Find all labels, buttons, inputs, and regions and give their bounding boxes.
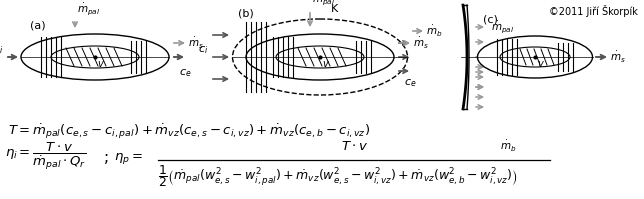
Text: $c_i$: $c_i$ <box>198 44 208 56</box>
Text: $c_e$: $c_e$ <box>404 77 417 89</box>
Text: $\dfrac{1}{2}\left(\dot{m}_{pal}(w_{e,s}^2-w_{i,pal}^2)+\dot{m}_{vz}(w_{e,s}^2-w: $\dfrac{1}{2}\left(\dot{m}_{pal}(w_{e,s}… <box>158 163 518 189</box>
Text: $\dot{m}_{pal}$: $\dot{m}_{pal}$ <box>77 1 100 17</box>
Text: $\dot{m}_s$: $\dot{m}_s$ <box>188 35 204 51</box>
Ellipse shape <box>21 34 169 80</box>
Text: (c): (c) <box>483 15 498 25</box>
Ellipse shape <box>276 46 364 68</box>
Ellipse shape <box>51 46 139 68</box>
Ellipse shape <box>477 36 592 78</box>
Text: $\dot{m}_{pal}$: $\dot{m}_{pal}$ <box>312 0 336 7</box>
Text: $\eta_i=\dfrac{T\cdot v}{\dot{m}_{pal}\cdot Q_r}$: $\eta_i=\dfrac{T\cdot v}{\dot{m}_{pal}\c… <box>5 140 86 172</box>
Text: v: v <box>537 59 543 69</box>
Text: $\dot{m}_{pal}$: $\dot{m}_{pal}$ <box>491 19 515 35</box>
Text: v: v <box>322 59 328 69</box>
Text: $c_i$: $c_i$ <box>0 44 3 56</box>
Text: $\dot{m}_b$: $\dot{m}_b$ <box>426 23 442 38</box>
Text: $T=\dot{m}_{pal}(c_{e,s}-c_{i,pal})+\dot{m}_{vz}(c_{e,s}-c_{i,vz})+\dot{m}_{vz}(: $T=\dot{m}_{pal}(c_{e,s}-c_{i,pal})+\dot… <box>8 122 370 141</box>
Text: $\dot{m}_s$: $\dot{m}_s$ <box>413 35 429 51</box>
Text: K: K <box>332 4 339 14</box>
Text: ;: ; <box>104 150 109 166</box>
Text: $c_e$: $c_e$ <box>179 67 191 79</box>
Ellipse shape <box>232 19 408 95</box>
Text: $\dot{m}_s$: $\dot{m}_s$ <box>610 50 626 64</box>
Text: (b): (b) <box>238 9 254 19</box>
Text: v: v <box>97 59 103 69</box>
Text: (a): (a) <box>30 21 46 31</box>
Text: ©2011 Jiří Škorpík: ©2011 Jiří Škorpík <box>549 5 638 17</box>
Text: $\dot{m}_b$: $\dot{m}_b$ <box>500 139 516 154</box>
Text: $\eta_p=$: $\eta_p=$ <box>114 150 143 166</box>
Ellipse shape <box>246 34 394 80</box>
Ellipse shape <box>500 47 570 67</box>
Text: $T\cdot v$: $T\cdot v$ <box>341 140 369 153</box>
